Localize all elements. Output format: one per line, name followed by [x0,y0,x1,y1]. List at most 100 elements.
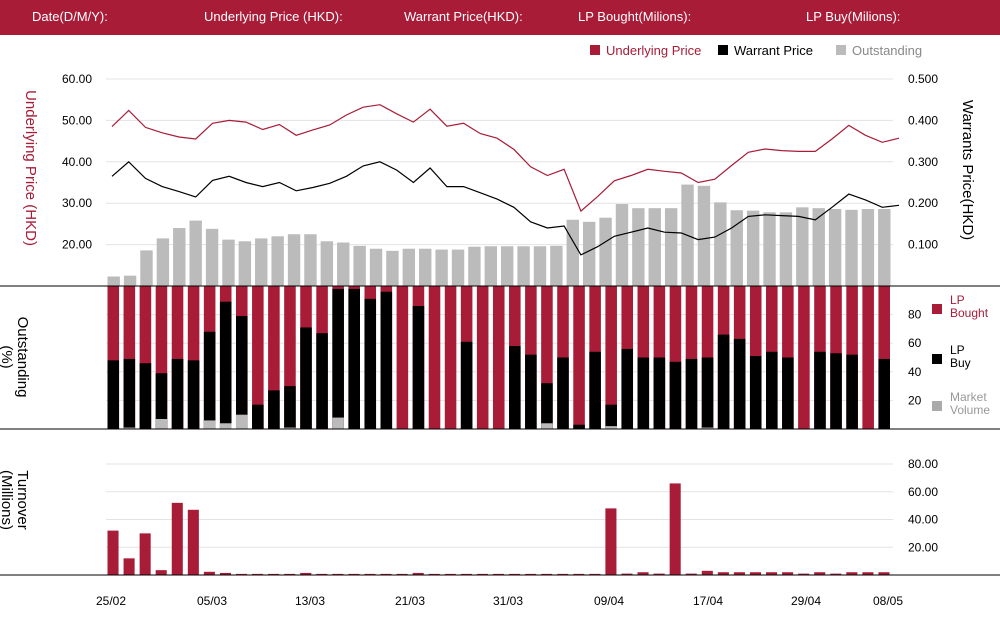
right-tick-label: 0.400 [908,113,938,127]
lp-buy-bar [653,357,666,429]
turnover-bar [428,573,440,575]
right-tick-label: 0.100 [908,238,938,252]
turnover-tick-label: 20.00 [908,540,938,554]
lp-buy-bar [348,288,360,429]
outstanding-bar [353,245,366,286]
turnover-bar [268,573,280,575]
lp-buy-bar [139,363,152,429]
turnover-axis-title: Turnover [14,470,31,529]
turnover-bar [348,573,360,575]
lp-bought-bar [669,286,682,429]
turnover-bar [749,572,762,575]
turnover-bar [203,571,215,575]
outstanding-bar [173,228,186,286]
lp-buy-bar [380,291,393,429]
outstanding-bar [697,185,711,286]
turnover-bar [284,573,296,575]
turnover-bar [605,508,617,575]
legend-swatch [718,45,728,55]
outstanding-bar [451,249,465,286]
turnover-bar [701,570,713,575]
lp-buy-bar [252,404,264,429]
outstanding-bar [517,246,530,286]
outstanding-axis-unit: (%) [0,345,15,368]
outstanding-bar [664,208,678,286]
legend-label: Warrant Price [734,43,813,58]
outstanding-bar [205,228,219,286]
lp-bought-bar [541,286,553,429]
outstanding-bar [615,204,629,286]
turnover-bar [380,573,392,575]
underlying-price-line [111,104,900,213]
legend-swatch [836,45,846,55]
lp-bought-bar [268,286,280,429]
warrant-chart: 60.00 50.00 40.00 30.00 20.00 0.500 0.400 0.300… [0,43,1000,608]
left-tick-label: 40.00 [62,155,92,169]
x-tick-label: 25/02 [96,594,126,608]
lp-bought-bar [284,286,296,429]
turnover-bar [557,573,569,575]
market-volume-bar [701,427,714,429]
turnover-bar [219,572,231,575]
market-volume-bar [541,423,553,429]
outstanding-bar [320,241,334,286]
turnover-bar [171,502,183,575]
turnover-bar [509,573,521,575]
lp-buy-bar [268,390,280,429]
date-label: Date(D/M/Y): [32,9,108,24]
outstanding-bar [730,210,743,286]
lp-buy-bar [573,424,585,429]
outstanding-bar [304,234,317,286]
lp-buy-label: LP Buy(Milions): [806,9,901,24]
lp-bought-bar [798,286,810,429]
right-tick-label: 0.200 [908,196,938,210]
turnover-bar [830,573,842,575]
left-tick-label: 20.00 [62,238,92,252]
lp-bought-bar [878,286,890,429]
outstanding-bar [779,212,793,286]
outstanding-bar [599,217,612,286]
outstanding-bar [337,242,350,286]
lp-buy-bar [364,298,377,429]
x-tick-label: 08/05 [873,594,903,608]
percent-tick-label: 80 [908,308,922,322]
turnover-bar [139,533,151,575]
legend-label: Underlying Price [606,43,701,58]
turnover-bar [476,573,488,575]
turnover-bar [412,572,424,575]
outstanding-bar [501,246,514,286]
outstanding-bar [763,212,776,286]
lp-bought-bar [685,286,698,429]
lp-buy-bar [749,356,762,429]
outstanding-bar [189,220,202,286]
outstanding-bar [550,245,563,286]
outstanding-bar [566,219,579,286]
lp-buy-bar [316,333,328,429]
market-volume-bar [235,414,248,429]
outstanding-bar [582,221,596,286]
outstanding-bar [714,202,727,286]
lp-buy-bar [460,341,473,429]
lp-buy-bar [637,357,650,429]
lp-buy-bar [701,357,714,429]
turnover-bar [733,572,745,575]
outstanding-bar [287,234,301,286]
warrant-price-line [111,160,900,256]
turnover-bar [525,573,537,575]
x-tick-label: 29/04 [791,594,821,608]
lp-buy-bar [203,331,216,429]
left-tick-label: 30.00 [62,196,92,210]
right-tick-label: 0.300 [908,155,938,169]
x-tick-label: 31/03 [493,594,523,608]
turnover-bar [460,573,472,575]
lp-buy-bar [717,334,730,429]
turnover-bar [573,573,585,575]
outstanding-bar [861,208,875,286]
market-volume-bar [332,417,344,429]
turnover-bar [332,573,344,575]
lp-buy-bar [525,354,537,429]
market-volume-bar [203,420,216,429]
turnover-bar [316,573,328,575]
legend-label-line2: Buy [950,356,971,370]
turnover-bar [235,573,248,575]
